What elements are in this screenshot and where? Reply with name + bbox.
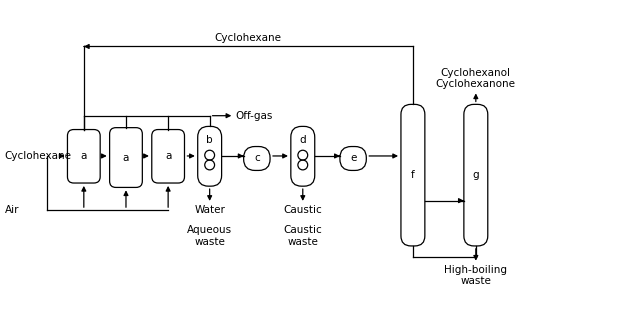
FancyBboxPatch shape (401, 104, 425, 246)
Text: Caustic
waste: Caustic waste (283, 225, 322, 247)
Text: Caustic: Caustic (283, 205, 322, 215)
FancyBboxPatch shape (244, 147, 270, 170)
FancyBboxPatch shape (198, 127, 222, 186)
Text: g: g (473, 170, 479, 180)
Text: c: c (254, 154, 260, 164)
Text: Cyclohexanol
Cyclohexanone: Cyclohexanol Cyclohexanone (436, 68, 516, 89)
FancyBboxPatch shape (109, 128, 142, 187)
FancyBboxPatch shape (152, 129, 185, 183)
Text: Cyclohexane: Cyclohexane (215, 33, 282, 43)
Text: Off-gas: Off-gas (236, 111, 273, 121)
Text: Water: Water (194, 205, 225, 215)
Text: f: f (411, 170, 415, 180)
FancyBboxPatch shape (464, 104, 488, 246)
Text: b: b (207, 135, 213, 145)
FancyBboxPatch shape (291, 127, 315, 186)
FancyBboxPatch shape (68, 129, 100, 183)
Text: a: a (165, 151, 171, 161)
Text: Cyclohexane: Cyclohexane (4, 151, 71, 161)
Text: Air: Air (4, 205, 19, 215)
FancyBboxPatch shape (340, 147, 367, 170)
Text: a: a (123, 153, 129, 163)
Text: High-boiling
waste: High-boiling waste (444, 265, 507, 287)
Text: e: e (350, 154, 356, 164)
Text: d: d (300, 135, 306, 145)
Text: Aqueous
waste: Aqueous waste (187, 225, 232, 247)
Text: a: a (81, 151, 87, 161)
